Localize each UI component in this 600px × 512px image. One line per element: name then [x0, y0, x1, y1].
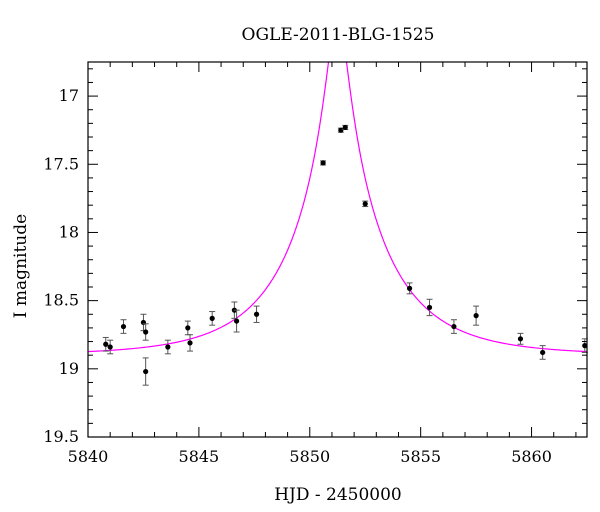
data-point [209, 311, 216, 326]
model-curve [88, 62, 587, 353]
x-tick-label: 5860 [511, 447, 552, 466]
y-tick-label: 17 [59, 86, 79, 105]
data-point [187, 334, 194, 352]
data-point [142, 357, 149, 386]
point-marker [107, 344, 113, 350]
x-axis-label: HJD - 2450000 [274, 485, 402, 505]
data-points-layer [102, 124, 588, 386]
y-tick-labels: 17 17.5 18 18.5 19 19.5 [43, 86, 79, 446]
point-marker [517, 336, 524, 342]
point-marker [209, 315, 215, 321]
point-marker [362, 201, 368, 207]
data-point [120, 319, 127, 334]
x-tick-label: 5840 [68, 447, 109, 466]
point-marker [187, 340, 193, 346]
data-point [102, 336, 109, 352]
y-tick-label: 19 [59, 359, 79, 378]
point-marker [233, 318, 240, 324]
point-marker [253, 311, 260, 317]
y-tick-label: 18.5 [43, 291, 79, 310]
data-point [362, 200, 369, 208]
point-marker [426, 304, 433, 311]
x-tick-label: 5850 [289, 447, 330, 466]
point-marker [451, 323, 457, 330]
x-tick-label: 5855 [400, 447, 441, 466]
y-tick-label: 19.5 [43, 427, 79, 446]
data-point [233, 309, 240, 333]
point-marker [582, 343, 588, 349]
data-point [320, 160, 327, 166]
point-marker [320, 160, 326, 166]
point-marker [338, 127, 344, 133]
y-tick-label: 18 [59, 222, 79, 241]
y-tick-label: 17.5 [43, 154, 79, 173]
point-marker [143, 329, 149, 335]
point-marker [143, 368, 149, 375]
data-point [253, 305, 260, 323]
point-marker [540, 349, 546, 356]
data-point [107, 339, 114, 355]
data-point [406, 282, 413, 295]
point-marker [473, 313, 479, 319]
point-marker [120, 323, 127, 330]
plot-frame [87, 61, 588, 438]
data-point [426, 298, 433, 317]
data-point [450, 319, 457, 334]
data-point [164, 339, 171, 355]
data-point [142, 323, 149, 341]
chart-title: OGLE-2011-BLG-1525 [242, 25, 435, 45]
point-marker [342, 124, 348, 131]
model-curve-layer [88, 62, 587, 353]
point-marker [103, 341, 109, 347]
y-axis-label: I magnitude [11, 214, 31, 318]
data-point [184, 320, 191, 336]
point-marker [406, 285, 413, 291]
point-marker [185, 325, 191, 331]
point-marker [165, 344, 171, 350]
data-point [517, 332, 524, 345]
x-tick-label: 5845 [179, 447, 220, 466]
data-point [539, 345, 546, 360]
data-point [342, 124, 349, 131]
axis-ticks [87, 62, 587, 438]
data-point [473, 305, 480, 326]
x-tick-labels: 5840 5845 5850 5855 5860 [68, 447, 552, 466]
